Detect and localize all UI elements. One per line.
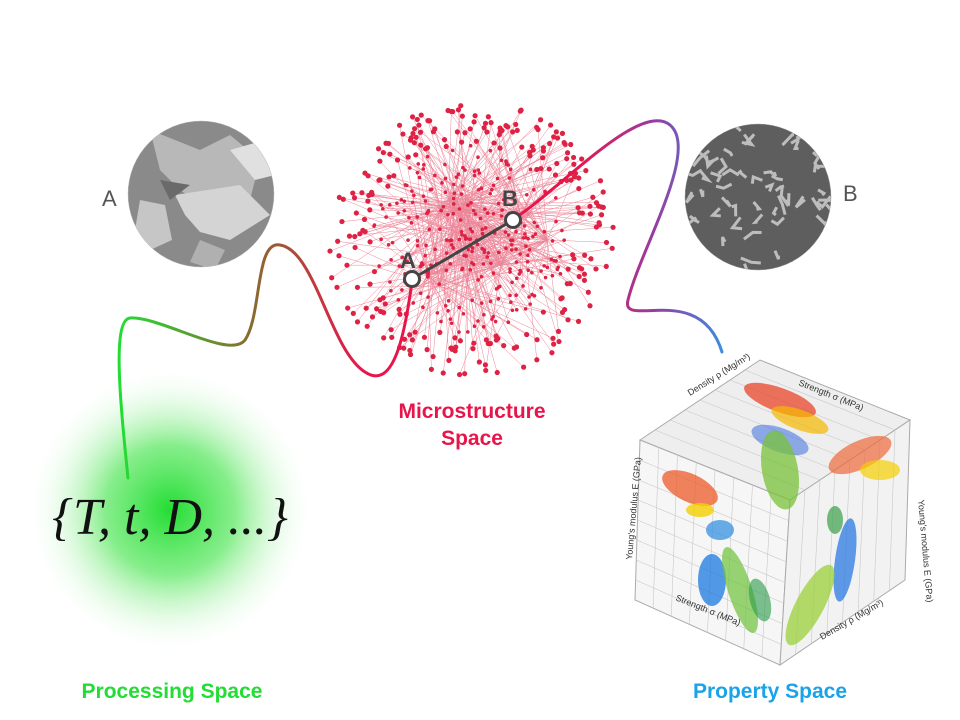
network-label-a: A xyxy=(400,248,416,273)
micrograph-b-label: B xyxy=(843,181,858,206)
microstructure-title-line1: Microstructure xyxy=(398,400,546,423)
point-a-marker xyxy=(403,270,421,288)
network-label-b: B xyxy=(502,186,518,211)
processing-title: Processing Space xyxy=(81,680,263,703)
micrograph-a xyxy=(128,121,274,267)
micrograph-a-label: A xyxy=(102,186,117,211)
processing-glow xyxy=(25,365,315,655)
microstructure-title: Microstructure Space xyxy=(372,398,572,452)
ab-segment xyxy=(411,218,514,281)
trajectory-curve xyxy=(117,119,724,480)
microstructure-title-line2: Space xyxy=(441,427,503,450)
processing-formula: {T, t, D, ...} xyxy=(52,489,288,546)
property-title: Property Space xyxy=(692,680,848,703)
micrograph-b xyxy=(685,124,831,270)
property-cube: Density ρ (Mg/m³) Strength σ (MPa) Young… xyxy=(624,351,935,666)
point-b-marker xyxy=(504,211,522,229)
microstructure-network xyxy=(327,103,616,378)
cube-right-axis: Young's modulus E (GPa) xyxy=(916,499,935,602)
